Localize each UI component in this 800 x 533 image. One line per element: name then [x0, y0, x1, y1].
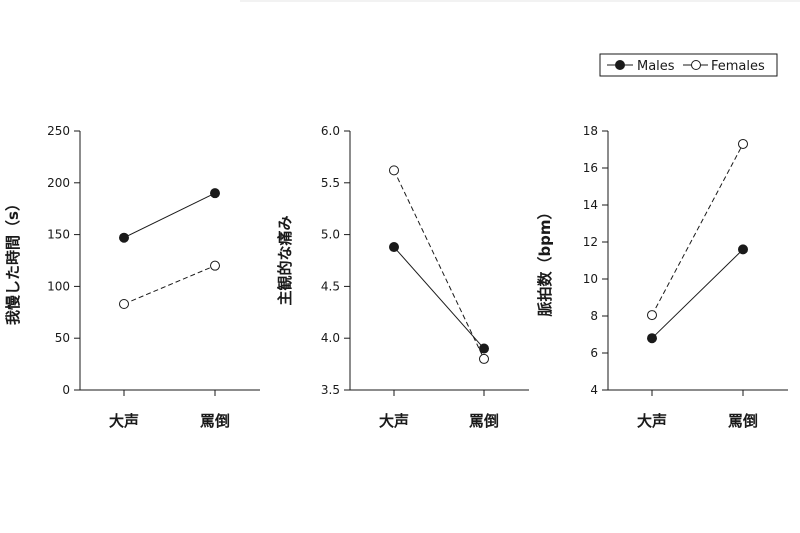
series-line-females [123, 265, 216, 305]
data-point-males [647, 333, 657, 344]
y-tick-label: 6.0 [321, 124, 340, 138]
y-axis-title: 我慢した時間（s） [4, 196, 22, 325]
y-tick-label: 10 [583, 272, 598, 286]
y-tick-label: 18 [583, 124, 598, 138]
legend-male-marker [615, 60, 625, 70]
y-tick-label: 4.5 [321, 279, 340, 293]
x-category-label: 罵倒 [728, 412, 758, 430]
y-tick-label: 0 [62, 383, 70, 397]
series-line-females [651, 143, 744, 316]
y-tick-label: 250 [47, 124, 70, 138]
data-point-females [210, 260, 220, 271]
legend-male-label: Males [637, 59, 675, 74]
y-tick-label: 200 [47, 176, 70, 190]
data-point-females [119, 299, 129, 310]
y-tick-label: 3.5 [321, 383, 340, 397]
y-tick-label: 14 [583, 198, 598, 212]
top-border [240, 0, 800, 2]
y-tick-label: 5.5 [321, 176, 340, 190]
data-point-males [119, 232, 129, 243]
y-tick-label: 6 [590, 346, 598, 360]
series-line-males [393, 246, 485, 349]
series-line-females [393, 170, 485, 360]
data-point-males [479, 343, 489, 354]
x-category-label: 大声 [637, 412, 667, 430]
y-tick-label: 5.0 [321, 228, 340, 242]
x-category-label: 大声 [109, 412, 139, 430]
y-tick-label: 12 [583, 235, 598, 249]
y-tick-label: 150 [47, 228, 70, 242]
series-line-males [651, 249, 744, 339]
y-axis-title: 主観的な痛み [276, 215, 294, 305]
data-point-females [479, 353, 489, 364]
y-tick-label: 50 [55, 331, 70, 345]
legend-female-label: Females [711, 59, 765, 74]
y-tick-label: 4.0 [321, 331, 340, 345]
y-tick-label: 16 [583, 161, 598, 175]
data-point-males [738, 244, 748, 255]
x-category-label: 罵倒 [200, 412, 230, 430]
data-point-females [647, 310, 657, 321]
legend-female-marker [691, 60, 701, 70]
data-point-males [389, 242, 399, 253]
legend: Males Females [599, 53, 778, 77]
x-category-label: 大声 [379, 412, 409, 430]
y-axis-title: 脈拍数（bpm） [536, 204, 554, 316]
data-point-females [738, 138, 748, 149]
y-tick-label: 100 [47, 279, 70, 293]
data-point-males [210, 188, 220, 199]
x-category-label: 罵倒 [469, 412, 499, 430]
y-tick-label: 4 [590, 383, 598, 397]
y-tick-label: 8 [590, 309, 598, 323]
data-point-females [389, 165, 399, 176]
series-line-males [123, 192, 216, 239]
